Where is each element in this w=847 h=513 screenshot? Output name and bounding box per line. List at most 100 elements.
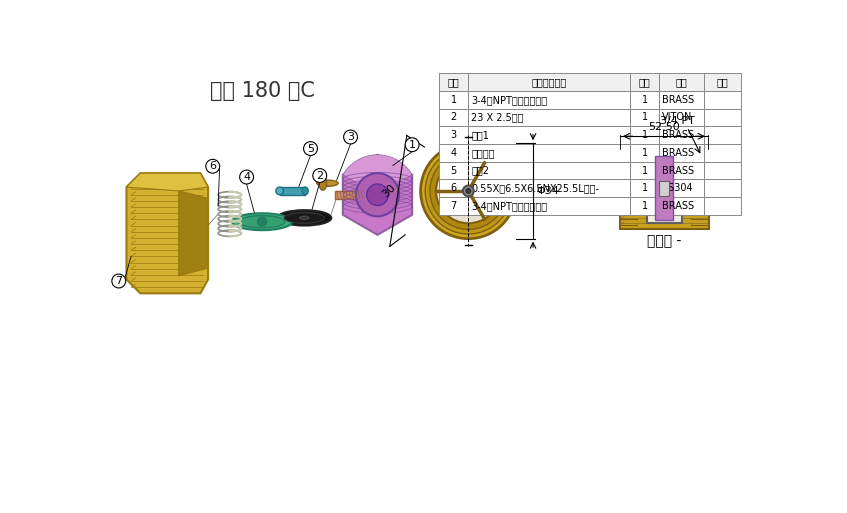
- Ellipse shape: [285, 212, 324, 223]
- Circle shape: [112, 274, 125, 288]
- Bar: [468, 180, 630, 197]
- Bar: [439, 73, 468, 91]
- Text: BRASS: BRASS: [662, 201, 695, 211]
- Bar: [659, 126, 704, 144]
- Bar: [468, 197, 630, 215]
- Text: 0.55X內6.5X6.5NX25.5L彈簧-: 0.55X內6.5X6.5NX25.5L彈簧-: [472, 183, 600, 193]
- Bar: [704, 73, 741, 91]
- Text: 序號: 序號: [448, 77, 460, 87]
- Text: 零件檔案名稱: 零件檔案名稱: [532, 77, 567, 87]
- Bar: [704, 180, 741, 197]
- Circle shape: [303, 142, 318, 155]
- Text: 軸心1: 軸心1: [472, 130, 490, 140]
- Circle shape: [367, 184, 388, 206]
- Ellipse shape: [319, 176, 327, 190]
- Bar: [439, 197, 468, 215]
- Bar: [659, 73, 704, 91]
- Text: 軸心2: 軸心2: [472, 166, 490, 175]
- Ellipse shape: [317, 180, 338, 186]
- Polygon shape: [179, 191, 208, 275]
- Bar: [468, 73, 630, 91]
- Bar: [704, 109, 741, 126]
- Text: Φ34: Φ34: [536, 186, 559, 196]
- Polygon shape: [335, 191, 366, 199]
- Bar: [659, 162, 704, 180]
- Ellipse shape: [278, 210, 331, 226]
- Text: 2: 2: [451, 112, 457, 123]
- Circle shape: [344, 130, 357, 144]
- Text: 5: 5: [307, 144, 314, 153]
- Circle shape: [240, 170, 253, 184]
- Bar: [630, 73, 659, 91]
- Bar: [630, 126, 659, 144]
- Polygon shape: [126, 173, 208, 191]
- Text: 耐溫 180 度C: 耐溫 180 度C: [209, 81, 314, 101]
- Bar: [439, 144, 468, 162]
- Ellipse shape: [232, 213, 292, 230]
- Bar: [439, 162, 468, 180]
- Bar: [468, 162, 630, 180]
- Bar: [439, 91, 468, 109]
- Text: 30: 30: [380, 183, 397, 200]
- Bar: [620, 148, 709, 229]
- Circle shape: [206, 160, 219, 173]
- Text: 4: 4: [243, 172, 250, 182]
- Text: 剖面圖 -: 剖面圖 -: [647, 234, 681, 248]
- Text: 數量: 數量: [639, 77, 650, 87]
- Bar: [659, 197, 704, 215]
- Text: 3/4 PT: 3/4 PT: [661, 116, 695, 126]
- Text: SS304: SS304: [662, 183, 693, 193]
- Bar: [659, 180, 704, 197]
- Bar: [704, 197, 741, 215]
- Circle shape: [466, 189, 471, 193]
- Ellipse shape: [302, 187, 308, 195]
- Bar: [655, 156, 673, 220]
- Text: 3-4吋NPT銅逆止閥本體: 3-4吋NPT銅逆止閥本體: [472, 201, 547, 211]
- Text: 1: 1: [642, 130, 648, 140]
- Bar: [704, 126, 741, 144]
- Circle shape: [405, 138, 419, 152]
- Text: 1: 1: [642, 148, 648, 158]
- Text: 1: 1: [408, 140, 416, 150]
- Text: VITON: VITON: [662, 112, 693, 123]
- Bar: [630, 144, 659, 162]
- Text: 4: 4: [451, 148, 457, 158]
- Text: 52.50: 52.50: [648, 122, 680, 132]
- Polygon shape: [343, 155, 412, 195]
- Ellipse shape: [239, 215, 285, 228]
- Bar: [630, 91, 659, 109]
- Polygon shape: [280, 187, 305, 195]
- Text: 6: 6: [451, 183, 457, 193]
- Bar: [468, 109, 630, 126]
- Circle shape: [313, 169, 327, 183]
- Bar: [439, 126, 468, 144]
- Bar: [704, 144, 741, 162]
- Circle shape: [429, 152, 507, 229]
- Text: BRASS: BRASS: [662, 130, 695, 140]
- Circle shape: [421, 143, 516, 239]
- Text: 1: 1: [642, 166, 648, 175]
- Text: 材質: 材質: [676, 77, 688, 87]
- Bar: [647, 153, 682, 223]
- Bar: [439, 109, 468, 126]
- Text: 23 X 2.5軟墊: 23 X 2.5軟墊: [472, 112, 524, 123]
- Circle shape: [425, 148, 512, 234]
- Bar: [659, 91, 704, 109]
- Text: 7: 7: [115, 276, 122, 286]
- Bar: [630, 162, 659, 180]
- Bar: [630, 180, 659, 197]
- Text: 1: 1: [642, 201, 648, 211]
- Bar: [468, 126, 630, 144]
- Text: 1: 1: [451, 95, 457, 105]
- Bar: [704, 91, 741, 109]
- Text: 備註: 備註: [717, 77, 728, 87]
- Text: 7: 7: [451, 201, 457, 211]
- Polygon shape: [343, 155, 412, 235]
- Text: 軸心圓盤: 軸心圓盤: [472, 148, 495, 158]
- Text: 2: 2: [316, 170, 324, 181]
- Bar: [468, 144, 630, 162]
- Text: 3: 3: [451, 130, 457, 140]
- Text: 6: 6: [209, 161, 216, 171]
- Circle shape: [436, 159, 501, 223]
- Polygon shape: [126, 173, 208, 293]
